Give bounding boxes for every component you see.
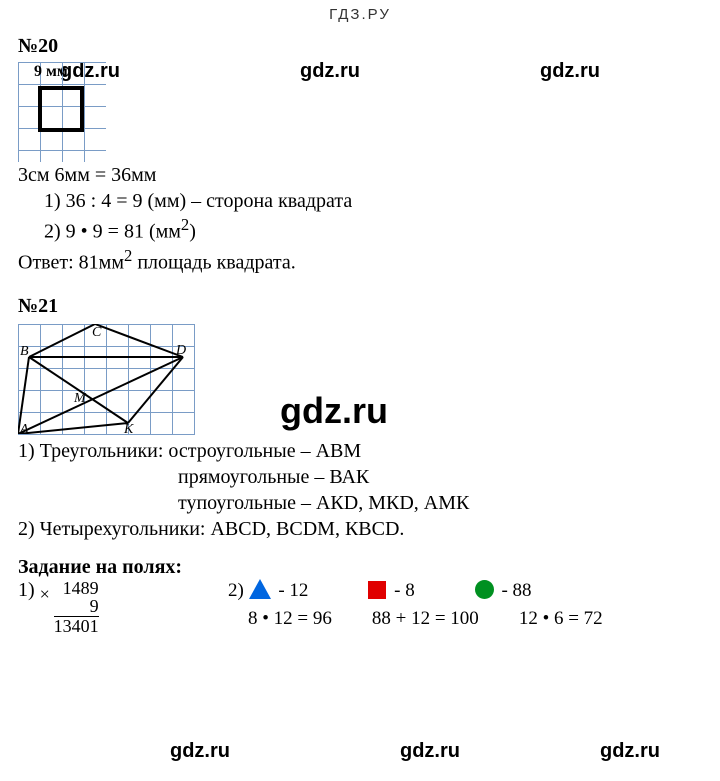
drawn-square [38, 86, 84, 132]
svg-text:C: C [92, 325, 102, 340]
problem-20-title: №20 [18, 35, 702, 58]
eq1: 8 • 12 = 96 [248, 608, 332, 630]
tri-value: - 12 [278, 580, 308, 601]
text: ) [189, 221, 196, 243]
mult-result: 13401 [54, 617, 99, 635]
p21-line3: тупоугольные – АКD, МКD, АМК [18, 490, 702, 516]
polygon-diagram: A B C D K M [18, 324, 194, 434]
svg-text:D: D [175, 343, 186, 358]
circ-value: - 88 [501, 580, 531, 601]
triangle-icon [249, 579, 271, 599]
mult-bottom: 9 [54, 597, 99, 615]
square-diagram: 9 мм [18, 62, 106, 162]
p20-conversion: 3см 6мм = 36мм [18, 162, 702, 188]
margin-item2-label: 2) [228, 580, 244, 601]
eq2: 88 + 12 = 100 [372, 608, 479, 630]
sup: 2 [181, 215, 189, 234]
text: 2) 9 • 9 = 81 (мм [44, 221, 181, 243]
svg-text:A: A [19, 422, 29, 434]
site-header: ГДЗ.РУ [0, 0, 720, 27]
circle-icon [475, 580, 494, 599]
sq-value: - 8 [394, 580, 415, 601]
watermark: gdz.ru [400, 740, 460, 763]
p21-line2: прямоугольные – ВАК [18, 464, 702, 490]
p21-line1: 1) Треугольники: остроугольные – АВМ [18, 438, 702, 464]
square-side-label: 9 мм [34, 63, 68, 81]
polygon-svg: A B C D K M [18, 324, 194, 434]
watermark: gdz.ru [170, 740, 230, 763]
p20-step2: 2) 9 • 9 = 81 (мм2) [18, 214, 702, 245]
svg-text:B: B [20, 344, 29, 359]
watermark: gdz.ru [600, 740, 660, 763]
margin-item1-label: 1) [18, 579, 35, 601]
margin-task-title: Задание на полях: [18, 556, 702, 579]
svg-text:K: K [123, 422, 134, 434]
p21-line4: 2) Четырехугольники: ABCD, ВСDМ, КВСD. [18, 516, 702, 542]
item2-group: 2) - 12 [228, 579, 308, 602]
multiply-sign: × [40, 585, 50, 603]
problem-21-title: №21 [18, 295, 702, 318]
text: площадь квадрата. [132, 251, 295, 273]
p20-answer: Ответ: 81мм2 площадь квадрата. [18, 245, 702, 276]
square-icon [368, 581, 386, 599]
text: Ответ: 81мм [18, 251, 124, 273]
eq3: 12 • 6 = 72 [519, 608, 603, 630]
p20-step1: 1) 36 : 4 = 9 (мм) – сторона квадрата [18, 188, 702, 214]
circle-group: - 88 [475, 580, 532, 602]
square-group: - 8 [368, 580, 414, 602]
long-multiplication: × 1489 9 13401 [40, 579, 99, 635]
svg-text:M: M [73, 391, 87, 406]
mult-top: 1489 [54, 579, 99, 597]
